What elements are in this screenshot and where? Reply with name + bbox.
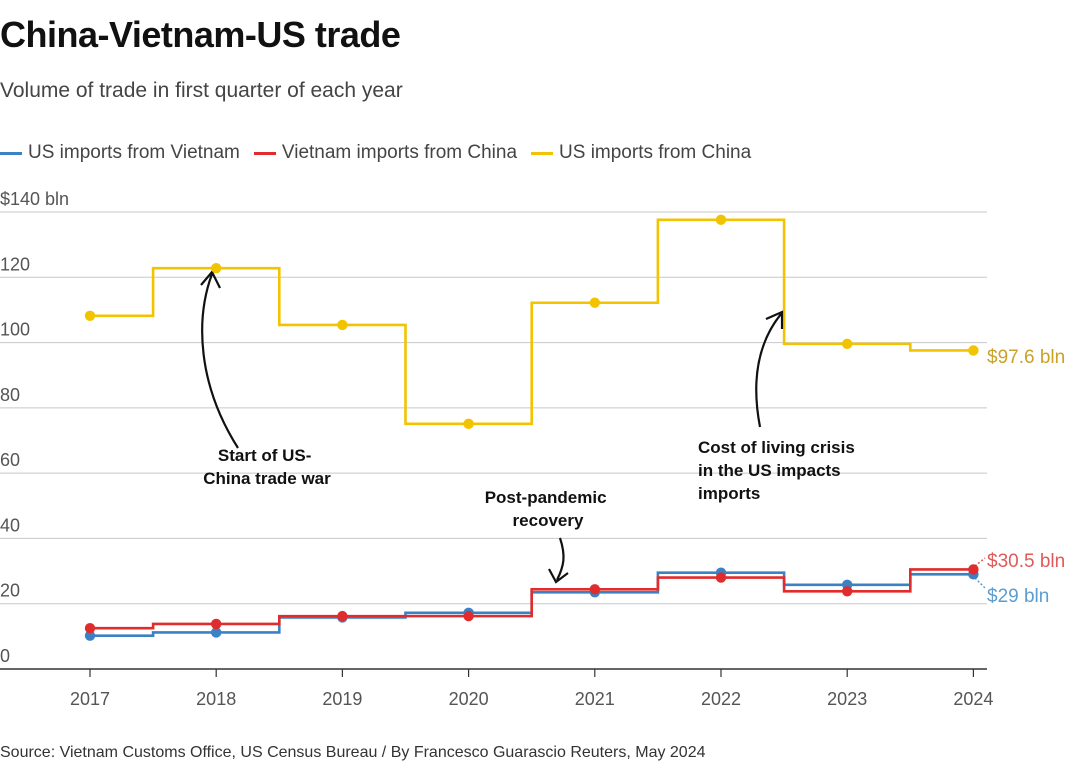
- data-point-cn: [337, 319, 348, 331]
- data-point-vn: [211, 627, 222, 638]
- end-label-us-imports-vietnam: $29 bln: [987, 586, 1049, 607]
- x-tick-label: 2019: [322, 689, 362, 709]
- x-tick-label: 2018: [196, 689, 236, 709]
- legend-label: US imports from Vietnam: [28, 142, 240, 163]
- annotation-trade-war: Start of US- China trade war: [203, 446, 331, 488]
- series-line-cn_vn: [90, 568, 974, 630]
- series-points: [84, 214, 979, 641]
- chart-title: China-Vietnam-US trade: [0, 14, 401, 55]
- legend-item-us-imports-china: US imports from China: [531, 142, 751, 164]
- y-tick-label: $140 bln: [0, 189, 69, 209]
- legend-label: US imports from China: [559, 142, 752, 163]
- x-tick-label: 2023: [827, 689, 867, 709]
- legend-item-vietnam-imports-china: Vietnam imports from China: [253, 142, 518, 164]
- y-tick-label: 40: [0, 515, 20, 535]
- data-point-cn: [589, 297, 600, 308]
- y-tick-label: 100: [0, 320, 30, 340]
- data-point-cn: [211, 262, 222, 274]
- data-point-cn_vn: [715, 572, 727, 583]
- annotation-cost-of-living: Cost of living crisis in the US impacts …: [698, 438, 860, 503]
- data-point-cn: [84, 310, 96, 322]
- data-point-cn_vn: [968, 564, 979, 575]
- data-point-cn_vn: [842, 586, 853, 597]
- x-tick-label: 2021: [575, 689, 615, 709]
- series-lines: [90, 218, 974, 638]
- y-axis-ticks: 0 20 40 60 80 100 120 $140 bln: [0, 189, 69, 666]
- end-label-vietnam-imports-china: $30.5 bln: [987, 551, 1065, 572]
- annotation-arrow-trade-war: [201, 273, 239, 449]
- data-point-vn: [84, 630, 96, 641]
- series-line-cn: [90, 218, 974, 426]
- x-tick-label: 2017: [70, 689, 110, 709]
- data-point-cn_vn: [463, 610, 474, 622]
- data-point-cn_vn: [211, 618, 222, 630]
- data-point-cn_vn: [337, 610, 348, 622]
- annotation-arrowhead-cost-of-living: [765, 310, 784, 329]
- legend-swatch-blue: [0, 151, 22, 155]
- end-label-connector-red: [974, 557, 986, 567]
- data-point-cn: [842, 338, 853, 350]
- legend: US imports from Vietnam Vietnam imports …: [0, 142, 751, 164]
- annotation-arrow-cost-of-living: [755, 313, 782, 428]
- y-tick-label: 80: [0, 385, 20, 405]
- data-point-cn: [463, 418, 474, 430]
- end-labels: $97.6 bln $30.5 bln $29 bln: [987, 347, 1065, 607]
- end-label-us-imports-china: $97.6 bln: [987, 347, 1065, 368]
- source-note: Source: Vietnam Customs Office, US Censu…: [0, 744, 706, 761]
- annotation-arrowhead-trade-war: [200, 270, 221, 289]
- data-point-cn: [715, 214, 727, 226]
- annotation-arrowhead-post-pandemic: [548, 568, 569, 584]
- end-label-connector-blue: [974, 577, 986, 589]
- annotation-post-pandemic: Post-pandemic recovery: [485, 488, 612, 530]
- data-point-cn_vn: [84, 622, 96, 634]
- data-point-cn_vn: [589, 584, 600, 595]
- y-tick-label: 0: [0, 646, 10, 666]
- annotation-arrow-post-pandemic: [556, 537, 565, 581]
- legend-swatch-yellow: [531, 151, 554, 155]
- y-tick-label: 20: [0, 581, 20, 601]
- data-point-cn: [968, 345, 979, 356]
- y-tick-label: 60: [0, 450, 20, 470]
- y-tick-label: 120: [0, 254, 30, 274]
- gridlines: [0, 211, 987, 605]
- legend-swatch-red: [253, 151, 276, 155]
- x-tick-label: 2022: [701, 689, 741, 709]
- chart-subtitle: Volume of trade in first quarter of each…: [0, 79, 403, 102]
- legend-label: Vietnam imports from China: [281, 142, 518, 163]
- legend-item-us-imports-vietnam: US imports from Vietnam: [0, 142, 240, 164]
- x-tick-label: 2020: [449, 689, 489, 709]
- x-tick-label: 2024: [953, 689, 993, 709]
- x-axis: 2017 2018 2019 2020 2021 2022 2023 2024: [0, 668, 993, 709]
- annotations: Start of US- China trade war Post-pandem…: [200, 270, 986, 589]
